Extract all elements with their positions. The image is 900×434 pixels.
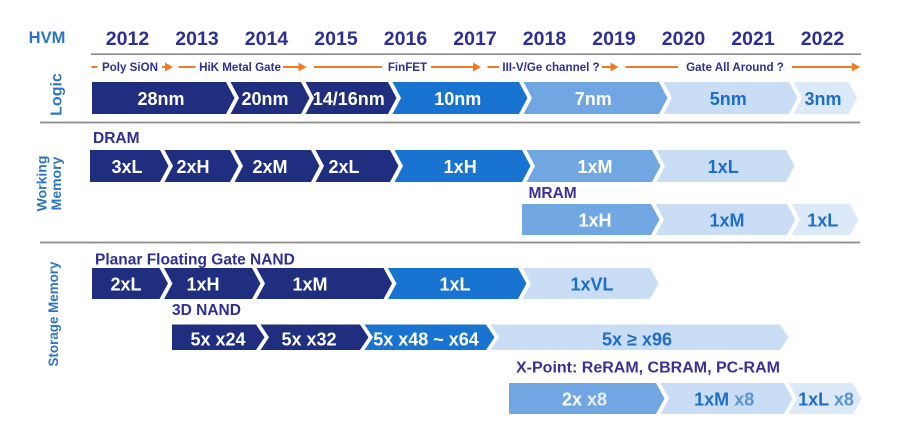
svg-text:2013: 2013: [175, 28, 219, 50]
svg-text:10nm: 10nm: [434, 89, 481, 109]
svg-text:7nm: 7nm: [575, 89, 612, 109]
svg-text:14/16nm: 14/16nm: [313, 89, 385, 109]
svg-text:2022: 2022: [801, 28, 845, 50]
svg-text:HVM: HVM: [29, 29, 66, 47]
svg-text:2xL: 2xL: [110, 275, 141, 295]
svg-text:X-Point: ReRAM, CBRAM, PC-RAM: X-Point: ReRAM, CBRAM, PC-RAM: [516, 360, 780, 377]
svg-text:Storage Memory: Storage Memory: [46, 261, 61, 366]
svg-text:5x x24: 5x x24: [190, 329, 245, 349]
svg-text:3D NAND: 3D NAND: [172, 302, 241, 319]
svg-text:1xM: 1xM: [709, 211, 744, 231]
svg-text:1xL x8: 1xL x8: [798, 390, 854, 410]
svg-text:FinFET: FinFET: [388, 61, 427, 74]
svg-text:3nm: 3nm: [804, 89, 841, 109]
svg-text:2xL: 2xL: [328, 157, 359, 177]
svg-text:20nm: 20nm: [241, 89, 288, 109]
svg-text:2017: 2017: [453, 28, 496, 50]
svg-text:Memory: Memory: [48, 156, 64, 210]
svg-text:2xH: 2xH: [176, 157, 209, 177]
svg-text:5x x32: 5x x32: [281, 329, 336, 349]
svg-text:2015: 2015: [314, 28, 358, 50]
svg-text:2018: 2018: [523, 28, 567, 50]
svg-text:Logic: Logic: [48, 73, 65, 116]
svg-text:1xL: 1xL: [708, 157, 739, 177]
svg-text:Planar Floating Gate NAND: Planar Floating Gate NAND: [95, 252, 295, 269]
svg-text:1xL: 1xL: [439, 275, 470, 295]
svg-text:MRAM: MRAM: [529, 185, 577, 202]
svg-text:DRAM: DRAM: [93, 130, 140, 147]
svg-text:5nm: 5nm: [710, 89, 747, 109]
svg-text:5x x48 ~ x64: 5x x48 ~ x64: [373, 329, 479, 349]
svg-text:1xM: 1xM: [577, 157, 612, 177]
svg-text:Poly SiON: Poly SiON: [102, 61, 158, 74]
svg-text:3xL: 3xL: [111, 157, 142, 177]
svg-text:HiK Metal Gate: HiK Metal Gate: [199, 61, 281, 74]
svg-text:2012: 2012: [106, 28, 150, 50]
svg-text:1xL: 1xL: [807, 211, 838, 231]
svg-text:2021: 2021: [731, 28, 775, 50]
svg-text:1xM x8: 1xM x8: [694, 390, 754, 410]
svg-text:1xVL: 1xVL: [570, 275, 613, 295]
svg-text:1xH: 1xH: [578, 211, 611, 231]
svg-text:2019: 2019: [592, 28, 636, 50]
svg-text:2016: 2016: [384, 28, 428, 50]
svg-text:1xH: 1xH: [186, 275, 219, 295]
svg-text:2xM: 2xM: [252, 157, 287, 177]
svg-text:Working: Working: [34, 156, 50, 212]
svg-text:5x ≥ x96: 5x ≥ x96: [602, 329, 672, 349]
svg-text:Gate All Around ?: Gate All Around ?: [686, 61, 784, 74]
svg-text:1xM: 1xM: [292, 275, 327, 295]
svg-text:28nm: 28nm: [137, 89, 184, 109]
svg-text:2020: 2020: [662, 28, 706, 50]
svg-text:III-V/Ge channel ?: III-V/Ge channel ?: [502, 61, 599, 74]
svg-text:1xH: 1xH: [444, 157, 477, 177]
svg-text:2x x8: 2x x8: [562, 390, 607, 410]
svg-text:2014: 2014: [245, 28, 289, 50]
